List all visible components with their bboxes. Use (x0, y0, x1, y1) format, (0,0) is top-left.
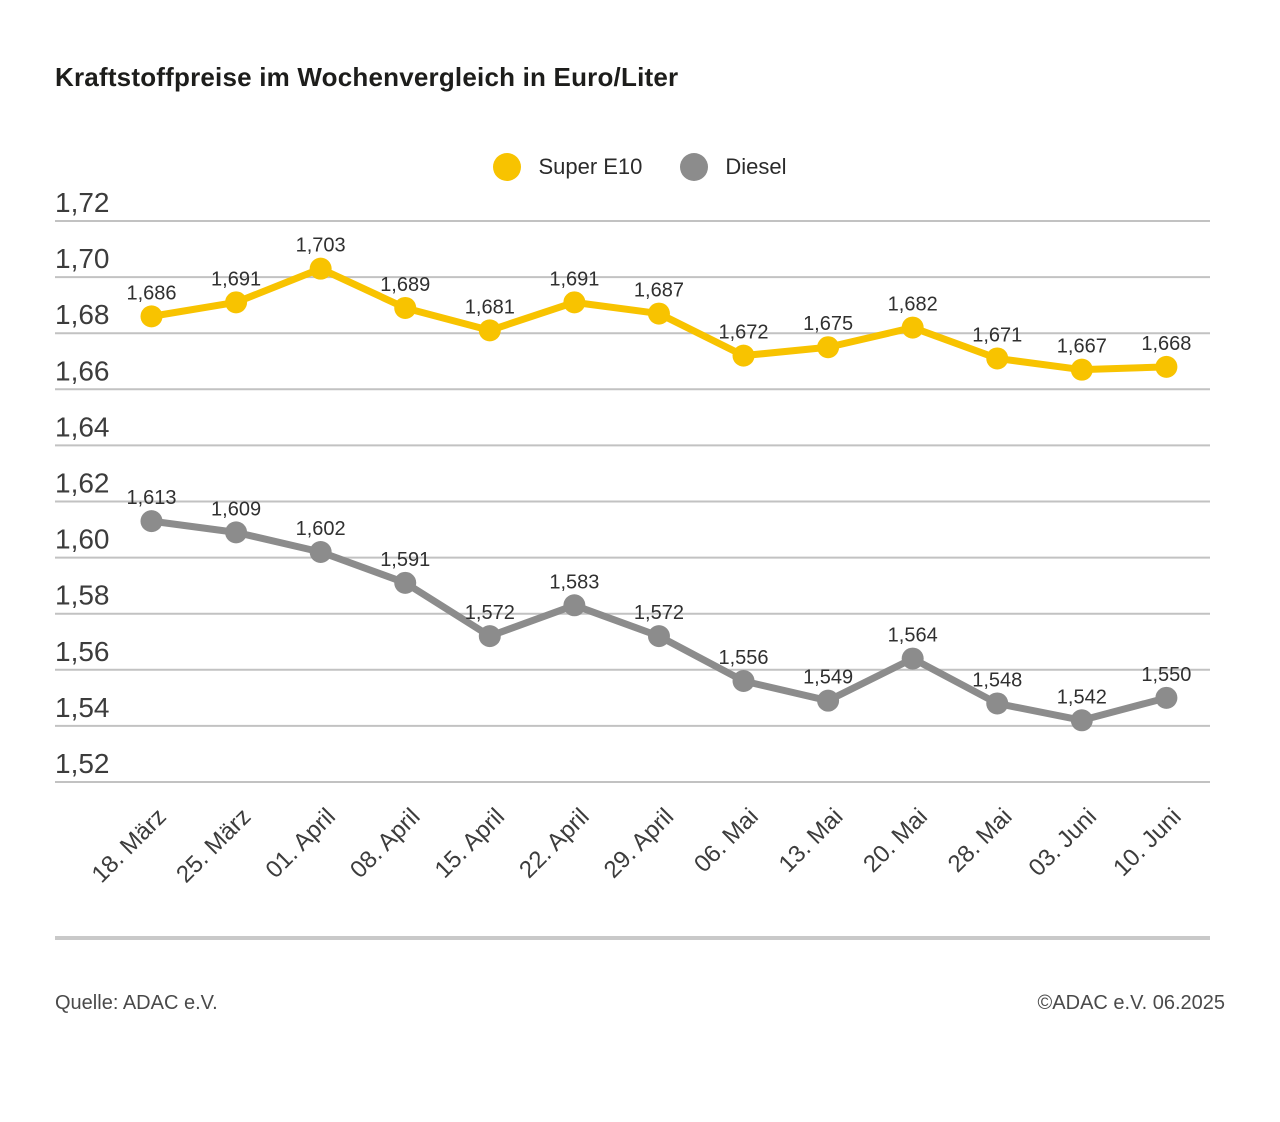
data-point-super-e10 (901, 316, 924, 339)
x-axis-label: 29. April (599, 803, 679, 883)
x-axis-label: 10. Juni (1108, 803, 1187, 882)
point-value-label: 1,572 (634, 602, 684, 624)
y-axis-label: 1,62 (55, 468, 110, 499)
data-point-super-e10 (394, 296, 417, 319)
legend-label-super-e10: Super E10 (538, 154, 643, 179)
legend-label-diesel: Diesel (725, 154, 787, 179)
y-axis-label: 1,56 (55, 636, 110, 667)
point-value-label: 1,667 (1057, 336, 1107, 358)
point-value-label: 1,564 (888, 625, 938, 647)
data-point-diesel (647, 625, 670, 648)
point-value-label: 1,689 (380, 274, 430, 296)
point-value-label: 1,682 (888, 294, 938, 316)
point-value-label: 1,675 (803, 313, 853, 335)
x-axis-label: 25. März (171, 803, 256, 888)
point-value-label: 1,672 (718, 322, 768, 344)
super-e10-swatch-icon (493, 153, 522, 181)
data-point-super-e10 (140, 305, 163, 328)
data-point-super-e10 (478, 319, 501, 342)
point-value-label: 1,602 (296, 518, 346, 540)
copyright-text: ©ADAC e.V. 06.2025 (1037, 992, 1225, 1014)
x-axis-label: 15. April (430, 803, 510, 883)
x-axis-label: 22. April (514, 803, 594, 883)
x-axis-label: 18. März (87, 803, 172, 888)
point-value-label: 1,549 (803, 667, 853, 689)
point-value-label: 1,681 (465, 296, 515, 318)
point-value-label: 1,687 (634, 280, 684, 302)
data-point-super-e10 (1070, 358, 1093, 381)
data-point-diesel (394, 571, 417, 594)
point-value-label: 1,609 (211, 498, 261, 520)
data-point-super-e10 (225, 291, 248, 314)
point-value-label: 1,668 (1141, 333, 1191, 355)
data-point-diesel (563, 594, 586, 617)
point-value-label: 1,572 (465, 602, 515, 624)
y-axis-label: 1,68 (55, 299, 110, 330)
data-point-super-e10 (309, 257, 332, 280)
data-point-diesel (478, 625, 501, 648)
data-point-super-e10 (986, 347, 1009, 370)
data-point-diesel (986, 692, 1009, 715)
legend-item-super-e10: Super E10 (493, 153, 642, 181)
x-axis-label: 01. April (260, 803, 340, 883)
data-point-super-e10 (817, 336, 840, 359)
y-axis-label: 1,60 (55, 524, 110, 555)
x-axis-label: 03. Juni (1024, 803, 1103, 882)
data-point-diesel (901, 647, 924, 670)
y-axis-label: 1,70 (55, 243, 110, 274)
y-axis-label: 1,54 (55, 692, 110, 723)
point-value-label: 1,550 (1141, 664, 1191, 686)
point-value-label: 1,591 (380, 549, 430, 571)
data-point-diesel (1070, 709, 1093, 732)
y-axis-label: 1,66 (55, 355, 110, 386)
x-axis-label: 28. Mai (943, 803, 1018, 878)
diesel-swatch-icon (680, 153, 709, 181)
data-point-diesel (225, 521, 248, 544)
chart-legend: Super E10 Diesel (0, 153, 1280, 181)
data-point-diesel (309, 540, 332, 563)
point-value-label: 1,691 (549, 268, 599, 290)
point-value-label: 1,556 (718, 647, 768, 669)
point-value-label: 1,686 (126, 282, 176, 304)
x-axis-label: 06. Mai (689, 803, 764, 878)
point-value-label: 1,691 (211, 268, 261, 290)
point-value-label: 1,703 (296, 235, 346, 257)
data-point-diesel (817, 689, 840, 712)
y-axis-label: 1,52 (55, 748, 110, 779)
point-value-label: 1,542 (1057, 686, 1107, 708)
x-axis-label: 13. Mai (774, 803, 849, 878)
data-point-diesel (732, 670, 755, 693)
point-value-label: 1,583 (549, 571, 599, 593)
y-axis-label: 1,72 (55, 187, 110, 218)
point-value-label: 1,671 (972, 324, 1022, 346)
y-axis-label: 1,58 (55, 580, 110, 611)
y-axis-label: 1,64 (55, 411, 110, 442)
point-value-label: 1,548 (972, 669, 1022, 691)
footer-divider (55, 936, 1210, 940)
data-point-super-e10 (732, 344, 755, 367)
point-value-label: 1,613 (126, 487, 176, 509)
data-point-diesel (1155, 686, 1178, 709)
x-axis-label: 20. Mai (858, 803, 933, 878)
data-point-diesel (140, 510, 163, 533)
data-point-super-e10 (1155, 355, 1178, 378)
page-title: Kraftstoffpreise im Wochenvergleich in E… (55, 62, 679, 92)
data-point-super-e10 (563, 291, 586, 314)
data-point-super-e10 (647, 302, 670, 325)
source-text: Quelle: ADAC e.V. (55, 992, 218, 1014)
legend-item-diesel: Diesel (680, 153, 787, 181)
x-axis-label: 08. April (345, 803, 425, 883)
